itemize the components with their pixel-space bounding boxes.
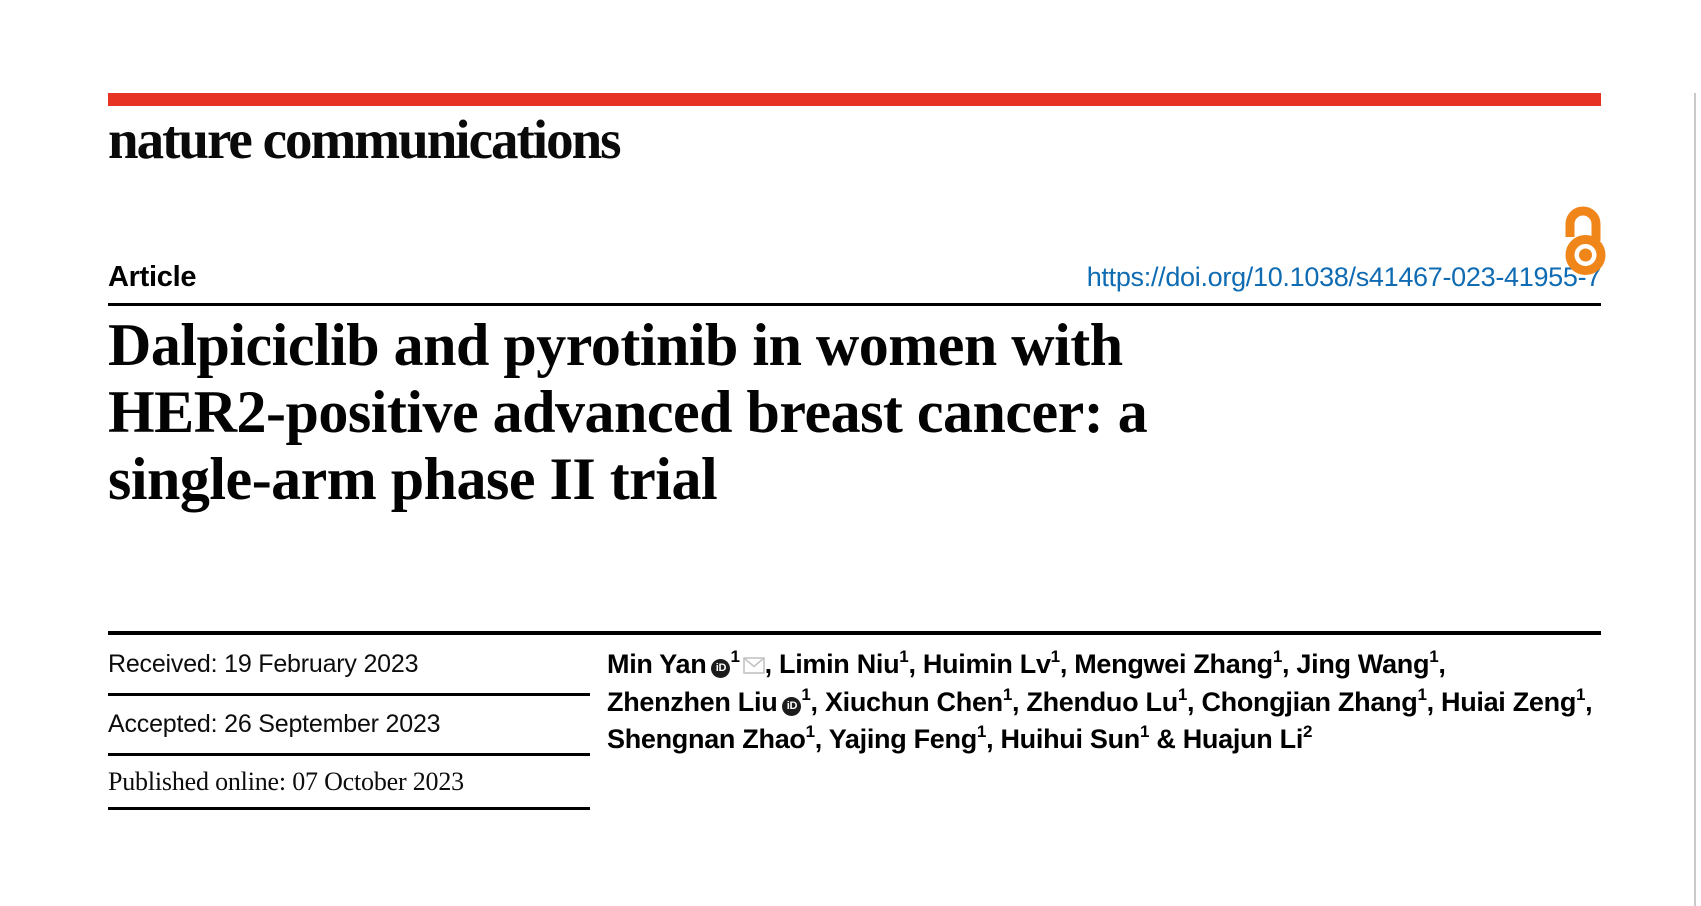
affiliation-superscript: 1 [1002, 685, 1013, 705]
history-row-accepted: Accepted: 26 September 2023 [108, 696, 590, 757]
author-name: Xiuchun Chen [824, 687, 1003, 718]
affiliation-superscript: 1 [1139, 722, 1150, 742]
author-name: Limin Niu [779, 649, 900, 680]
author-name: Huimin Lv [922, 649, 1051, 680]
history-row-published: Published online: 07 October 2023 [108, 756, 590, 811]
history-value: 26 September 2023 [224, 710, 441, 739]
title-line: Dalpiciclib and pyrotinib in women with [108, 312, 1123, 379]
author-line: Min Yan iD1, Limin Niu1, Huimin Lv1, Meng… [607, 646, 1601, 684]
history-section: Received: 19 February 2023 Accepted: 26 … [108, 635, 590, 811]
open-access-icon [1565, 206, 1606, 275]
article-title: Dalpiciclib and pyrotinib in women with … [108, 312, 1601, 513]
author-name: Yajing Feng [828, 724, 978, 755]
bottom-section: Received: 19 February 2023 Accepted: 26 … [108, 631, 1601, 811]
author-name: Shengnan Zhao [607, 724, 806, 755]
affiliation-superscript: 1 [730, 647, 740, 667]
affiliation-superscript: 1 [1050, 647, 1060, 667]
history-label: Published online: [108, 766, 286, 796]
author-name: Jing Wang [1296, 649, 1430, 680]
affiliation-superscript: 1 [899, 647, 909, 667]
article-header-page: nature communications Article https://do… [108, 93, 1606, 811]
affiliation-superscript: 1 [1177, 685, 1188, 705]
article-kicker: Article [108, 261, 197, 294]
history-value: 19 February 2023 [224, 649, 419, 678]
email-icon[interactable] [742, 647, 765, 684]
affiliation-superscript: 2 [1303, 722, 1313, 742]
affiliation-superscript: 1 [1429, 647, 1439, 667]
author-name: Zhenzhen Liu [607, 687, 778, 718]
author-name: Huajun Li [1182, 724, 1304, 755]
author-name: Huiai Zeng [1441, 687, 1577, 718]
author-name: Huihui Sun [1000, 724, 1140, 755]
affiliation-superscript: 1 [1576, 685, 1586, 705]
kicker-row: Article https://doi.org/10.1038/s41467-0… [108, 261, 1601, 295]
author-name: Mengwei Zhang [1074, 649, 1273, 680]
affiliation-superscript: 1 [976, 722, 987, 742]
masthead-red-rule [108, 93, 1601, 106]
title-line: HER2-positive advanced breast cancer: a [108, 379, 1148, 446]
affiliation-superscript: 1 [1417, 685, 1427, 705]
affiliation-superscript: 1 [801, 685, 811, 705]
author-line: Zhenzhen Liu iD1, Xiuchun Chen1, Zhenduo … [607, 685, 1593, 718]
history-row-received: Received: 19 February 2023 [108, 635, 590, 697]
affiliation-superscript: 1 [805, 722, 815, 742]
orcid-icon[interactable]: iD [711, 659, 731, 679]
author-list: Min Yan iD1, Limin Niu1, Huimin Lv1, Meng… [607, 635, 1601, 810]
history-value: 07 October 2023 [292, 766, 464, 796]
author-line: Shengnan Zhao1, Yajing Feng1, Huihui Sun… [607, 722, 1313, 755]
author-name: Chongjian Zhang [1201, 687, 1418, 718]
title-rule [108, 303, 1601, 307]
doi-link[interactable]: https://doi.org/10.1038/s41467-023-41955… [1086, 262, 1602, 293]
history-label: Received: [108, 649, 218, 678]
orcid-icon[interactable]: iD [782, 697, 802, 717]
page-edge-line [1694, 93, 1696, 906]
author-name: Min Yan [607, 649, 707, 680]
title-line: single-arm phase II trial [108, 446, 718, 513]
affiliation-superscript: 1 [1272, 647, 1282, 667]
history-label: Accepted: [108, 710, 218, 739]
journal-logo: nature communications [108, 109, 622, 170]
author-name: Zhenduo Lu [1026, 687, 1178, 718]
